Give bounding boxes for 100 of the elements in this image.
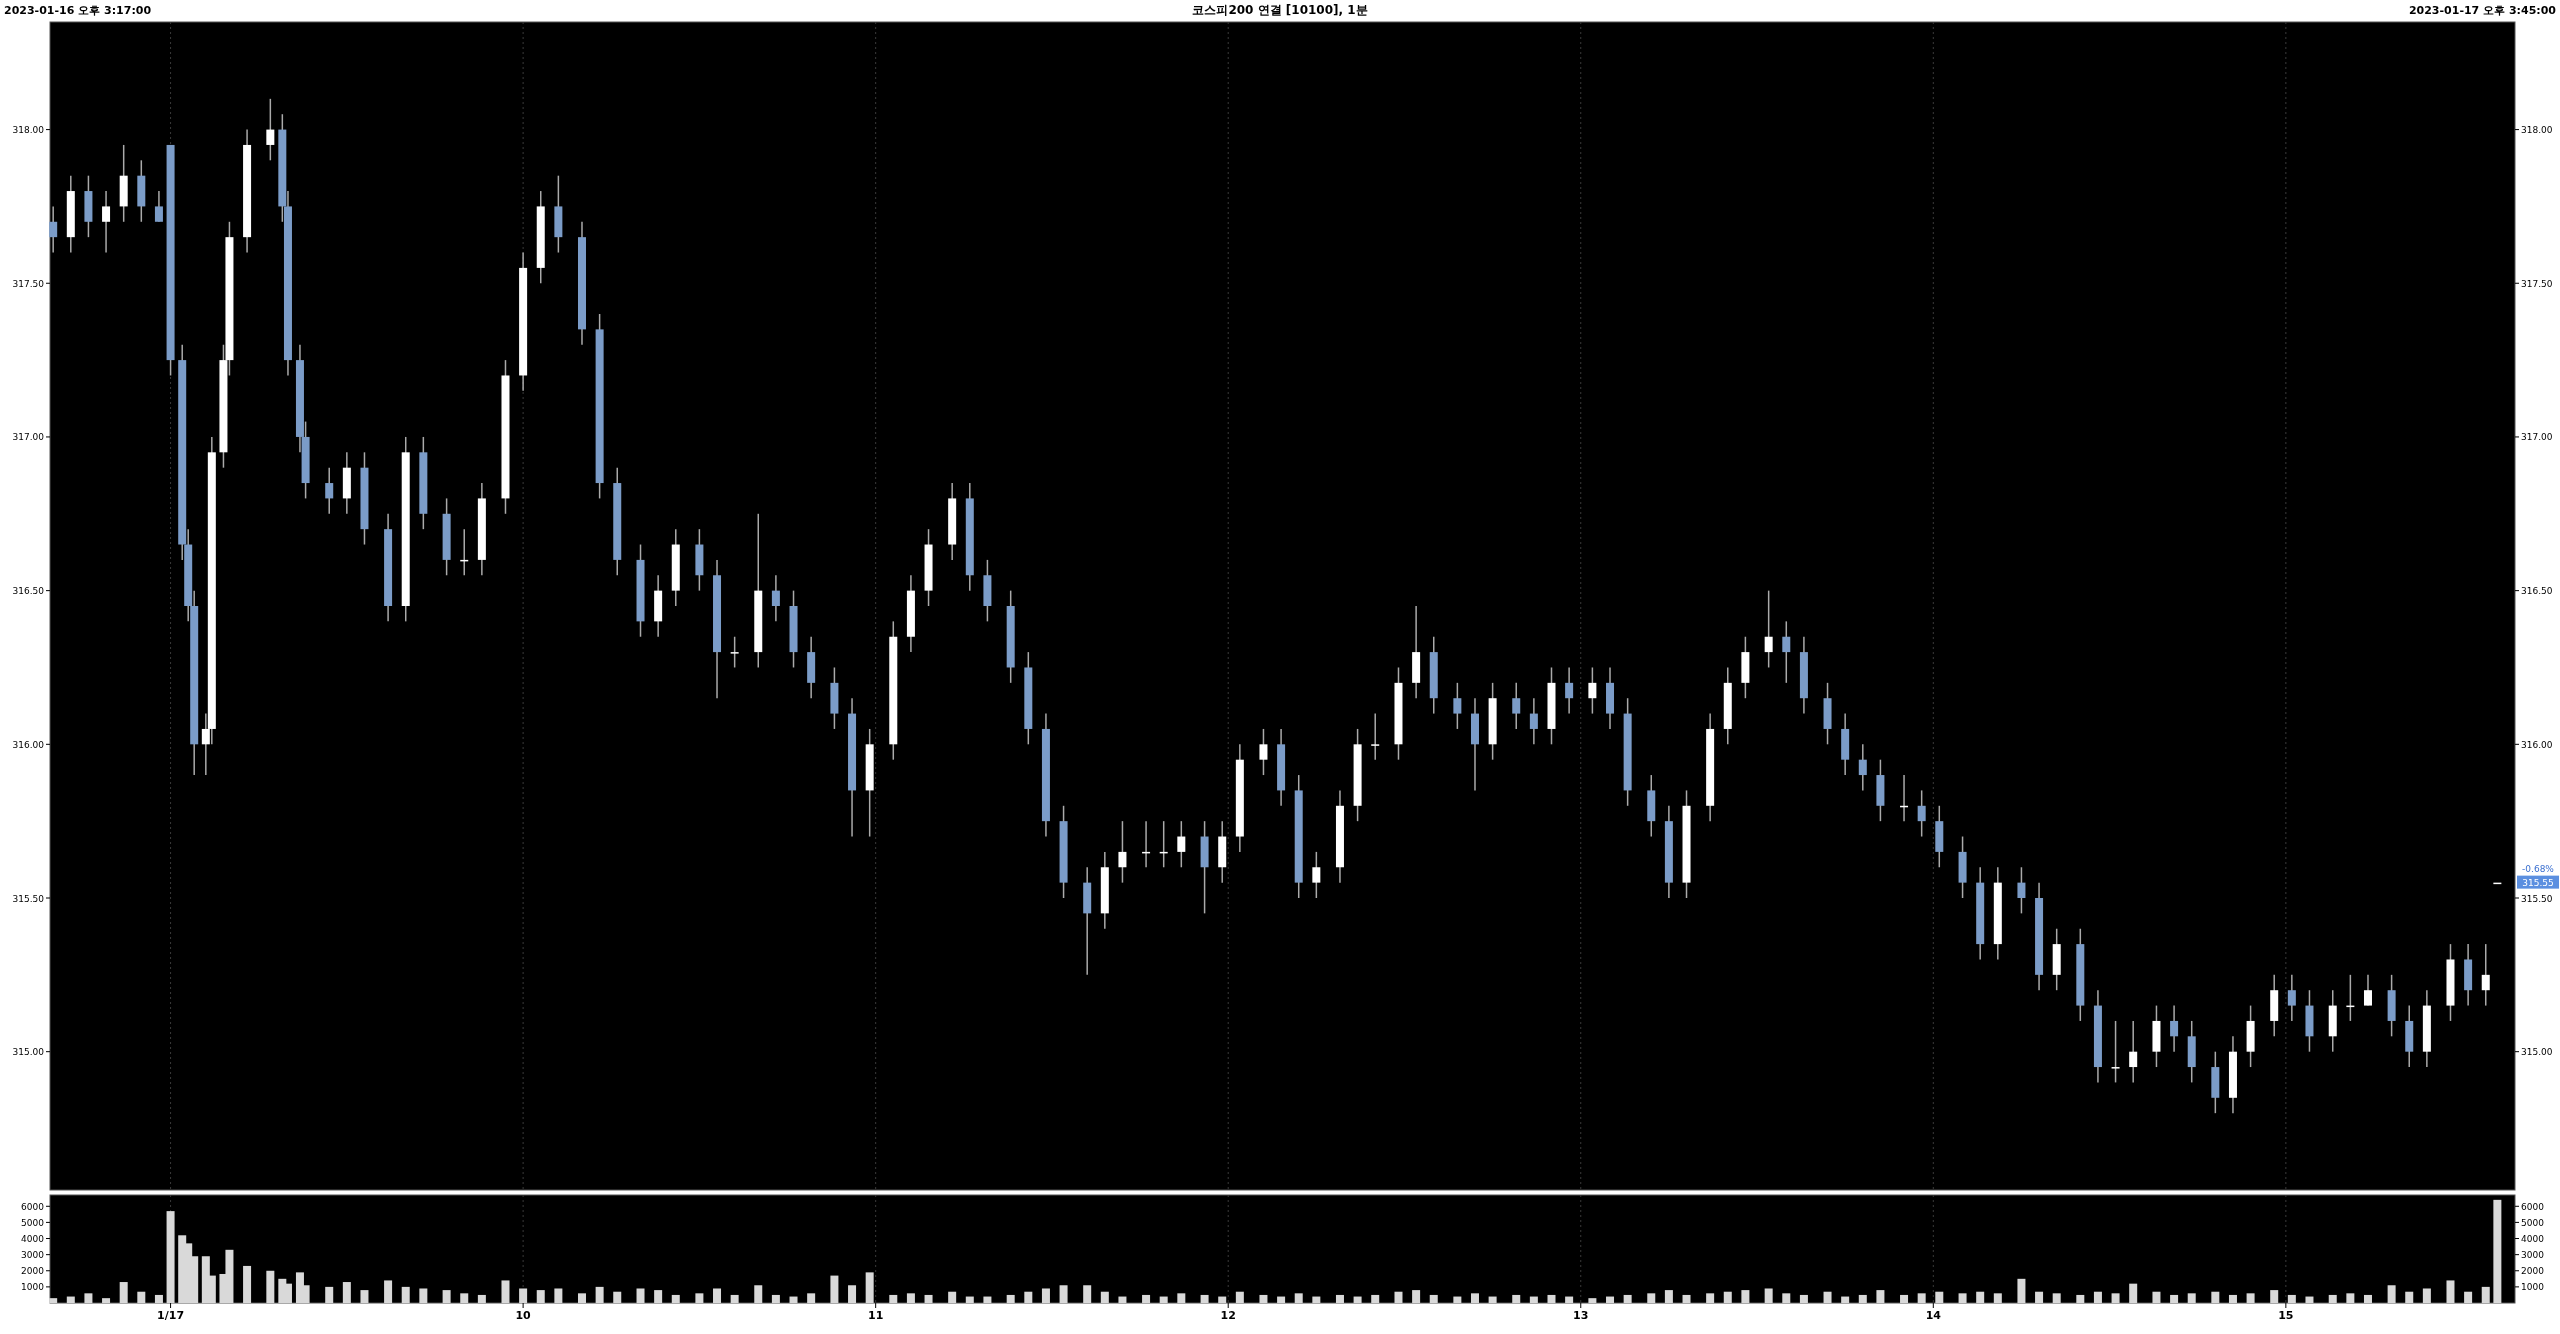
x-tick-label: 10 bbox=[515, 1309, 532, 1322]
bar bbox=[1958, 1293, 1967, 1303]
bar bbox=[2481, 1286, 2490, 1303]
bar bbox=[84, 1293, 93, 1303]
bar bbox=[2076, 1294, 2085, 1303]
candlestick bbox=[1312, 851, 1321, 899]
bar bbox=[2363, 1294, 2372, 1303]
bar bbox=[771, 1294, 780, 1303]
candlestick bbox=[2481, 943, 2490, 1007]
bar bbox=[1100, 1291, 1109, 1303]
y2-tick-label: 3000 bbox=[2521, 1250, 2545, 1261]
y2-tick-label: 5000 bbox=[2521, 1217, 2545, 1228]
bar bbox=[1647, 1293, 1656, 1303]
bar bbox=[2328, 1294, 2337, 1303]
bar bbox=[713, 1288, 722, 1303]
candlestick bbox=[49, 205, 58, 254]
y-tick-label: 1000 bbox=[21, 1282, 45, 1293]
bar bbox=[243, 1265, 252, 1303]
x-tick-label: 15 bbox=[2278, 1309, 2294, 1322]
candlestick bbox=[2017, 866, 2026, 915]
y-tick-label: 316.00 bbox=[12, 739, 45, 750]
y2-tick-label: 318.00 bbox=[2521, 125, 2553, 136]
bar bbox=[1142, 1294, 1151, 1303]
bar bbox=[789, 1296, 798, 1303]
bar bbox=[1259, 1294, 1268, 1303]
bar bbox=[1841, 1296, 1850, 1303]
chart-title: 코스피200 연결 [10100], 1분 bbox=[1192, 3, 1368, 17]
candlestick bbox=[1512, 682, 1521, 730]
bar bbox=[166, 1211, 175, 1303]
text: -0.68% bbox=[2522, 863, 2555, 874]
annotation: 315.55 bbox=[2522, 878, 2554, 889]
bar bbox=[154, 1294, 163, 1303]
bar bbox=[848, 1285, 857, 1303]
bar bbox=[1764, 1288, 1773, 1303]
bar bbox=[1083, 1285, 1092, 1303]
bar bbox=[2270, 1290, 2279, 1303]
text: 2023-01-16 오후 3:17:00 bbox=[4, 4, 152, 17]
bar bbox=[2017, 1278, 2026, 1303]
bar bbox=[830, 1275, 839, 1303]
bar bbox=[1623, 1294, 1632, 1303]
bar bbox=[2405, 1291, 2414, 1303]
bar bbox=[49, 1298, 58, 1303]
bar bbox=[2093, 1291, 2102, 1303]
bar bbox=[654, 1290, 663, 1303]
bar bbox=[965, 1296, 974, 1303]
y2-tick-label: 317.00 bbox=[2521, 432, 2553, 443]
bar bbox=[2305, 1296, 2314, 1303]
candlestick bbox=[1588, 666, 1597, 715]
candlestick bbox=[771, 574, 780, 623]
y-tick-label: 317.50 bbox=[12, 278, 45, 289]
bar bbox=[460, 1293, 469, 1303]
candlestick bbox=[154, 190, 163, 223]
bar bbox=[1453, 1296, 1462, 1303]
y-tick-label: 315.00 bbox=[12, 1047, 45, 1058]
bar bbox=[671, 1294, 680, 1303]
bar bbox=[1277, 1296, 1286, 1303]
bar bbox=[1006, 1294, 1015, 1303]
bar bbox=[119, 1282, 128, 1303]
bar bbox=[1823, 1291, 1832, 1303]
y2-tick-label: 6000 bbox=[2521, 1201, 2545, 1212]
bar bbox=[889, 1294, 898, 1303]
candlestick bbox=[1764, 589, 1773, 669]
candlestick bbox=[2363, 974, 2372, 1007]
bar bbox=[266, 1270, 275, 1303]
bar bbox=[2228, 1294, 2237, 1303]
bar bbox=[1876, 1290, 1885, 1303]
bar bbox=[865, 1272, 874, 1303]
candlestick bbox=[102, 190, 111, 254]
bar bbox=[2129, 1283, 2138, 1303]
bar bbox=[1900, 1294, 1909, 1303]
y2-tick-label: 317.50 bbox=[2521, 278, 2553, 289]
bar bbox=[342, 1282, 351, 1303]
bar bbox=[1917, 1293, 1926, 1303]
bar bbox=[613, 1291, 622, 1303]
bar bbox=[536, 1290, 545, 1303]
bar bbox=[2152, 1291, 2161, 1303]
candlestick bbox=[1565, 666, 1574, 715]
bar bbox=[1529, 1296, 1538, 1303]
bar bbox=[1935, 1291, 1944, 1303]
text: 2023-01-17 오후 3:45:00 bbox=[2408, 4, 2557, 17]
bar bbox=[501, 1280, 510, 1303]
x-tick-label: 14 bbox=[1925, 1309, 1942, 1322]
bar bbox=[1218, 1296, 1227, 1303]
bar bbox=[1799, 1294, 1808, 1303]
bar bbox=[2346, 1293, 2355, 1303]
bar bbox=[1741, 1290, 1750, 1303]
candlestick bbox=[325, 466, 334, 515]
bar bbox=[1235, 1291, 1244, 1303]
y-tick-label: 6000 bbox=[21, 1201, 45, 1212]
bar bbox=[442, 1290, 451, 1303]
y2-tick-label: 1000 bbox=[2521, 1282, 2545, 1293]
bar bbox=[1059, 1285, 1068, 1303]
bar bbox=[1782, 1293, 1791, 1303]
bar bbox=[102, 1298, 111, 1303]
candlestick bbox=[1371, 712, 1380, 761]
bar bbox=[1118, 1296, 1127, 1303]
bar bbox=[401, 1286, 410, 1303]
candlestick bbox=[1177, 820, 1186, 869]
bar bbox=[2387, 1285, 2396, 1303]
bar bbox=[1200, 1294, 1209, 1303]
